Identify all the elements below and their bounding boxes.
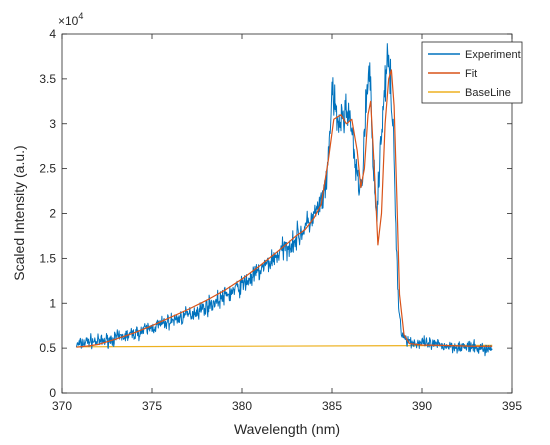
y-tick-label: 3.5 [39, 72, 56, 86]
series-layer [75, 43, 493, 357]
y-tick-label: 0.5 [39, 341, 56, 355]
y-tick-label: 2.5 [39, 162, 56, 176]
series-line-baseline [76, 344, 493, 348]
x-tick-label: 390 [412, 399, 432, 413]
x-axis-label: Wavelength (nm) [234, 421, 340, 437]
series-line-experiment [75, 43, 493, 357]
y-axis-label: Scaled Intensity (a.u.) [11, 145, 27, 280]
y-exponent-power: 4 [78, 11, 83, 21]
axes-layer: 370 375 380 385 390 395 0 0.5 1 1.5 2 2.5 3 3.5 4 [39, 27, 522, 413]
legend-experiment-label: Experiment [465, 49, 521, 61]
legend-fit-label: Fit [465, 68, 477, 80]
x-tick-label: 380 [232, 399, 252, 413]
x-tick-label: 395 [502, 399, 522, 413]
y-tick-label: 3 [49, 117, 56, 131]
legend: Experiment Fit BaseLine [421, 41, 523, 104]
x-tick-label: 370 [52, 399, 72, 413]
y-tick-label: 1 [49, 296, 56, 310]
y-tick-label: 4 [49, 27, 56, 41]
series-line-fit [76, 69, 493, 348]
x-tick-label: 375 [142, 399, 162, 413]
y-exponent-label: ×104 [58, 11, 83, 28]
y-tick-label: 0 [49, 386, 56, 400]
y-tick-label: 2 [49, 207, 56, 221]
legend-baseline-label: BaseLine [465, 87, 511, 99]
y-tick-label: 1.5 [39, 251, 56, 265]
x-tick-label: 385 [322, 399, 342, 413]
